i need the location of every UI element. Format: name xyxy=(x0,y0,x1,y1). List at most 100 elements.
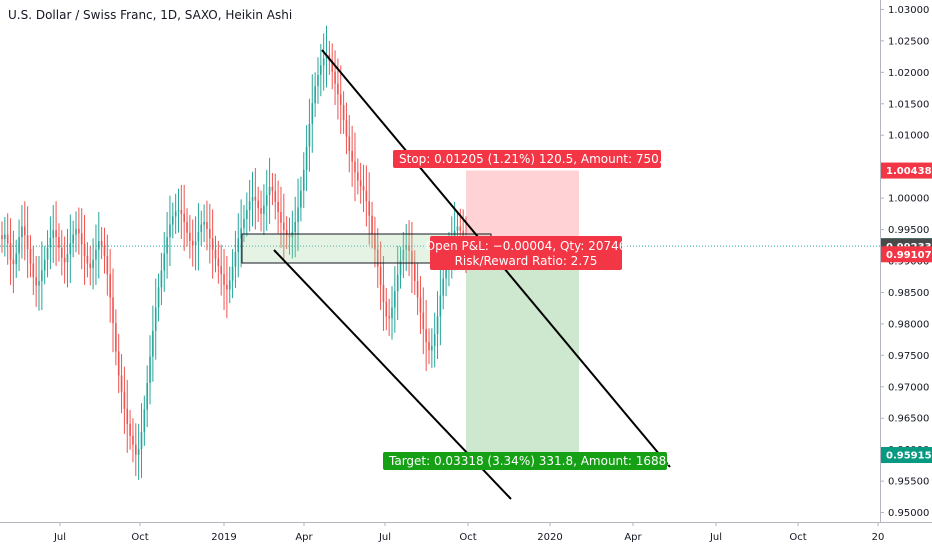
candle-body xyxy=(163,253,166,271)
candle-body xyxy=(123,391,126,409)
candle-body xyxy=(217,258,220,267)
candle-body xyxy=(263,205,265,214)
ytick-label: 1.03000 xyxy=(888,5,929,16)
candle-body xyxy=(197,232,200,242)
candle-body xyxy=(234,252,237,267)
candle-body xyxy=(442,278,445,296)
candle-body xyxy=(240,228,242,239)
candle-body xyxy=(260,208,262,214)
candle-body xyxy=(191,240,194,246)
candle-body xyxy=(331,61,334,72)
candle-body xyxy=(186,222,188,233)
candle-body xyxy=(189,232,191,241)
candle-body xyxy=(311,103,314,124)
price-label-text: 0.99107 xyxy=(886,250,932,261)
candle-body xyxy=(29,249,32,264)
candle-body xyxy=(112,297,114,324)
candle-body xyxy=(291,232,294,238)
candle-body xyxy=(160,270,163,288)
candle-body xyxy=(140,432,143,450)
candle-body xyxy=(86,255,89,264)
candle-body xyxy=(391,307,393,319)
candle-body xyxy=(83,244,86,256)
candle-body xyxy=(220,266,222,275)
ytick-label: 1.02000 xyxy=(888,68,929,79)
candle-body xyxy=(268,186,271,195)
candle-body xyxy=(374,234,376,250)
candle-body xyxy=(334,71,336,84)
candle-body xyxy=(117,351,120,376)
candle-body xyxy=(132,435,134,445)
candle-body xyxy=(342,105,345,121)
xtick-label: Apr xyxy=(624,532,642,543)
candle-body xyxy=(294,222,297,233)
candle-body xyxy=(169,224,171,238)
candle-body xyxy=(43,259,46,271)
candle-body xyxy=(214,249,217,259)
ytick-label: 0.98500 xyxy=(888,288,929,299)
candle-body xyxy=(379,266,382,285)
xtick-label: Apr xyxy=(295,532,313,543)
candle-body xyxy=(285,230,288,236)
candle-body xyxy=(277,201,279,212)
candle-body xyxy=(251,196,254,202)
candle-body xyxy=(143,409,146,433)
candle-body xyxy=(35,277,37,286)
ytick-label: 1.01500 xyxy=(888,99,929,110)
candle-body xyxy=(445,264,447,279)
candle-body xyxy=(15,253,18,265)
candle-body xyxy=(134,444,137,455)
candle-body xyxy=(69,243,72,255)
candle-body xyxy=(154,307,157,331)
candle-body xyxy=(359,180,362,187)
candle-body xyxy=(52,230,55,238)
ytick-label: 0.96500 xyxy=(888,414,929,425)
candle-body xyxy=(288,235,291,238)
candle-body xyxy=(60,247,63,258)
ratio-label-text: Risk/Reward Ratio: 2.75 xyxy=(455,254,598,268)
candle-body xyxy=(365,190,368,202)
candle-body xyxy=(265,194,268,206)
xtick-label: Oct xyxy=(789,532,806,543)
candle-body xyxy=(436,316,439,334)
candle-body xyxy=(38,281,40,286)
candle-body xyxy=(120,375,123,392)
xtick-label: Jul xyxy=(709,532,722,543)
target-label-text: Target: 0.03318 (3.34%) 331.8, Amount: 1… xyxy=(388,454,685,468)
ytick-label: 1.00000 xyxy=(888,194,929,205)
candle-body xyxy=(399,260,402,275)
candle-body xyxy=(396,274,399,292)
candle-body xyxy=(419,297,422,313)
candle-body xyxy=(146,383,148,410)
candle-body xyxy=(89,263,92,268)
candle-body xyxy=(194,241,197,246)
candle-body xyxy=(339,94,342,106)
candle-body xyxy=(385,301,388,317)
stop-label-text: Stop: 0.01205 (1.21%) 120.5, Amount: 750… xyxy=(399,152,678,166)
candle-body xyxy=(18,237,20,254)
target-zone xyxy=(466,246,579,456)
candle-body xyxy=(55,230,57,238)
candle-body xyxy=(354,161,356,173)
candle-body xyxy=(66,254,69,263)
candle-body xyxy=(357,172,359,181)
candle-body xyxy=(337,83,339,95)
candle-body xyxy=(157,287,160,308)
candle-body xyxy=(305,146,308,170)
candle-body xyxy=(23,226,26,236)
candle-body xyxy=(439,295,442,317)
candle-body xyxy=(411,250,413,265)
candle-body xyxy=(174,211,177,217)
xtick-label: 2020 xyxy=(537,532,562,543)
candle-body xyxy=(9,243,12,260)
candle-body xyxy=(302,169,305,191)
candle-body xyxy=(129,423,131,436)
candle-body xyxy=(72,234,74,244)
pnl-label-text: Open P&L: −0.00004, Qty: 20746 xyxy=(426,239,627,253)
candle-body xyxy=(95,249,97,260)
candle-body xyxy=(49,237,52,248)
candle-body xyxy=(425,328,427,343)
candle-body xyxy=(41,270,43,282)
candle-body xyxy=(211,238,214,250)
